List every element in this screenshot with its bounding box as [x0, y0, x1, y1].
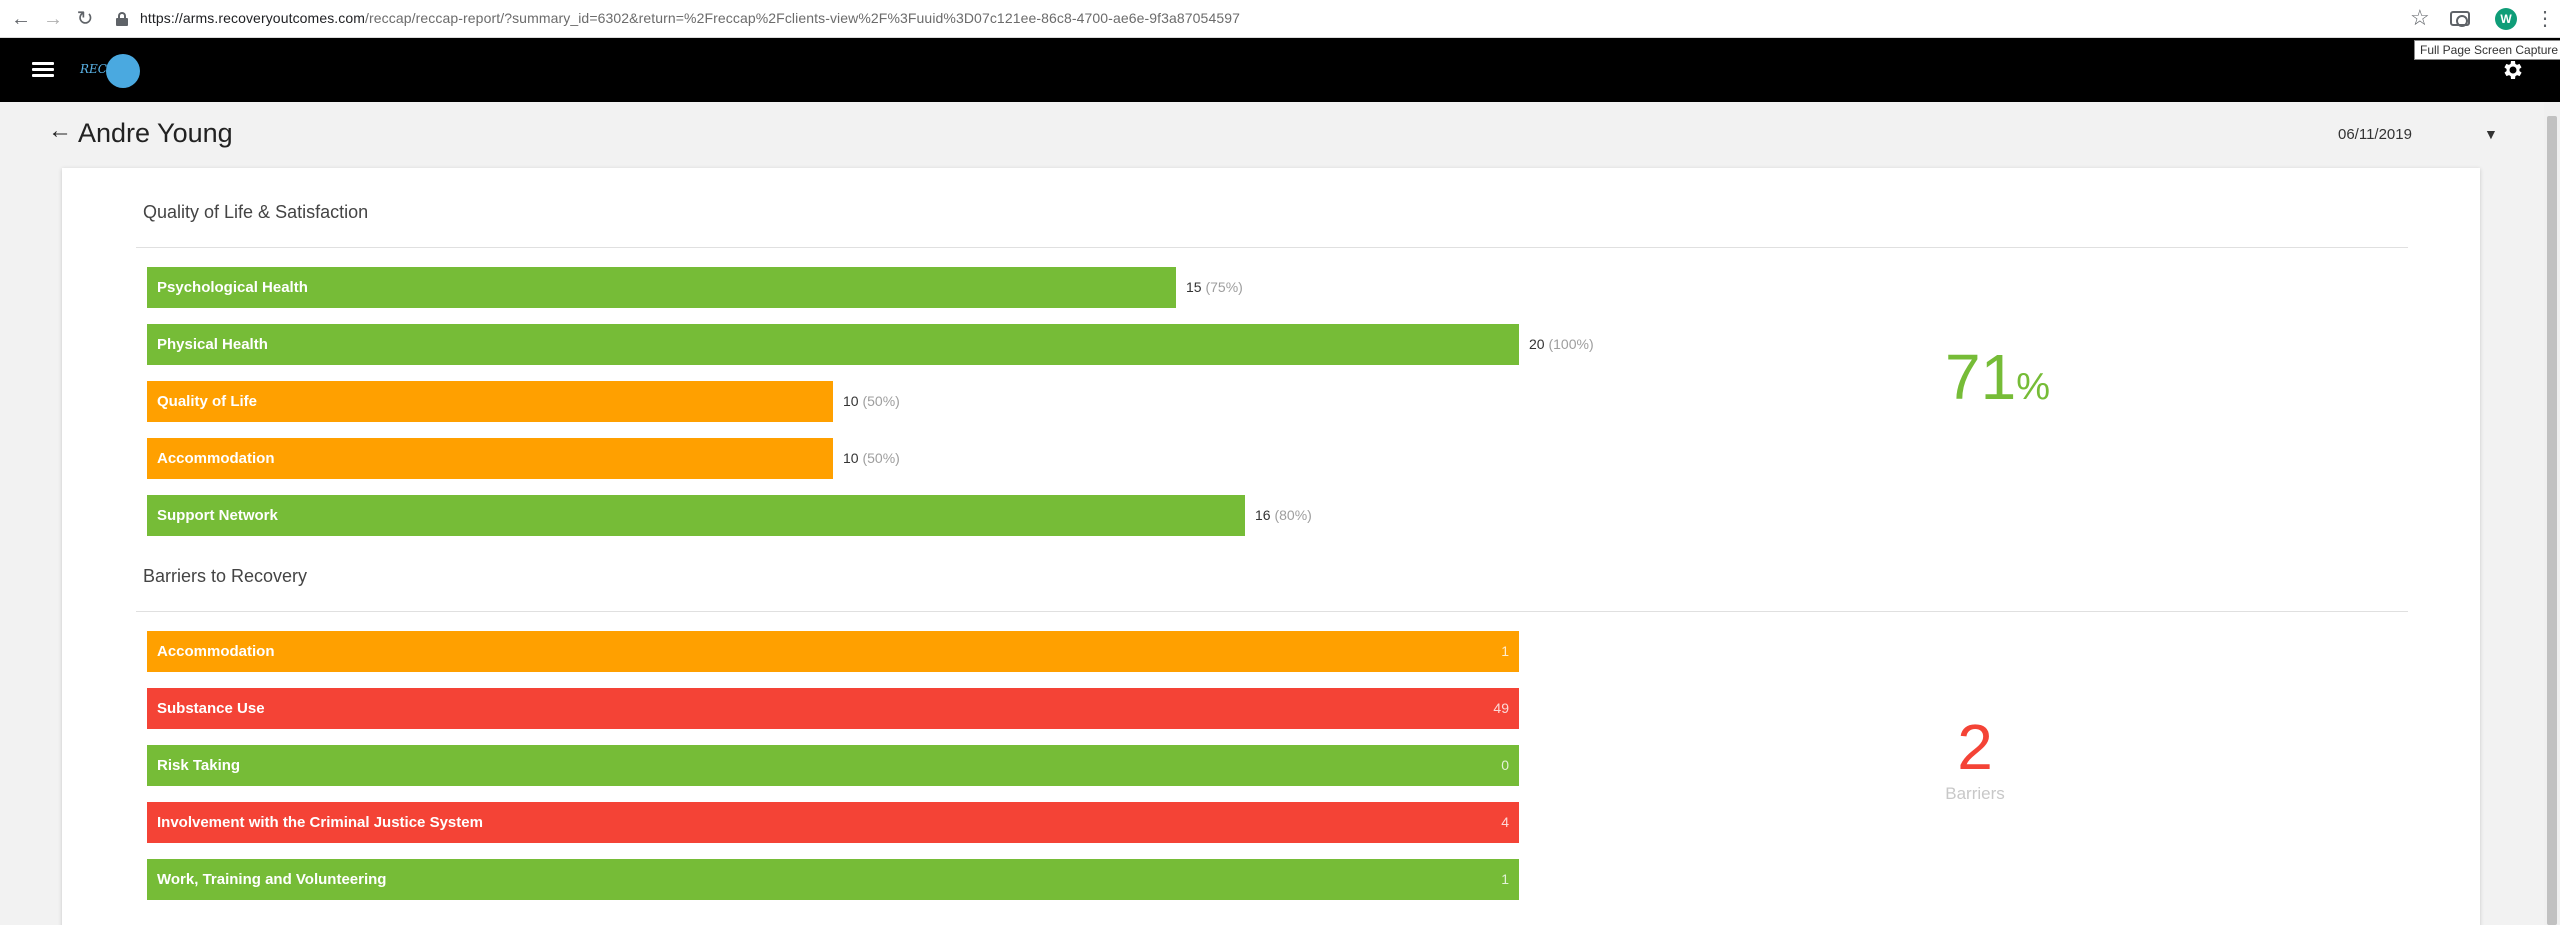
quality-percent: (50%): [862, 450, 900, 466]
tooltip: Full Page Screen Capture: [2414, 40, 2560, 60]
back-arrow-icon[interactable]: ←: [48, 117, 72, 144]
quality-percent: (75%): [1205, 279, 1243, 295]
barrier-bar: Accommodation 1: [147, 631, 1519, 672]
logo-text: REC: [80, 62, 107, 76]
barrier-bar-label: Substance Use: [157, 700, 265, 717]
quality-bar-label: Quality of Life: [157, 393, 258, 410]
browser-back-icon[interactable]: ←: [11, 8, 31, 30]
barrier-bar: Work, Training and Volunteering 1: [147, 859, 1519, 900]
quality-bar-value: 10 (50%): [843, 438, 900, 479]
url-path: /reccap/reccap-report/?summary_id=6302&r…: [365, 10, 1240, 26]
quality-bar: Psychological Health: [147, 267, 1176, 308]
browser-reload-icon[interactable]: ↻: [76, 8, 94, 30]
quality-percent: (50%): [862, 393, 900, 409]
quality-bar-value: 10 (50%): [843, 381, 900, 422]
barrier-count: 0: [1501, 757, 1509, 773]
barrier-bar: Substance Use 49: [147, 688, 1519, 729]
browser-toolbar: ← → ↻ https://arms.recoveryoutcomes.com/…: [0, 0, 2560, 38]
logo-circle: [106, 54, 140, 88]
barrier-bar-label: Involvement with the Criminal Justice Sy…: [157, 814, 483, 831]
quality-bar-label: Support Network: [157, 507, 278, 524]
bookmark-star-icon[interactable]: ☆: [2410, 5, 2430, 30]
overall-score-unit: %: [2016, 366, 2050, 408]
quality-section-title: Quality of Life & Satisfaction: [143, 202, 369, 222]
quality-score: 10: [843, 393, 859, 409]
lock-icon: [116, 12, 128, 26]
barrier-bar-label: Accommodation: [157, 643, 275, 660]
url-host: https://arms.recoveryoutcomes.com: [140, 10, 366, 26]
barrier-count: 1: [1501, 871, 1509, 887]
barrier-bar: Risk Taking 0: [147, 745, 1519, 786]
barrier-total-label: Barriers: [1945, 784, 2005, 803]
barrier-count: 1: [1501, 643, 1509, 659]
app-header: REC: [0, 38, 2560, 102]
quality-bar-label: Psychological Health: [157, 279, 308, 296]
quality-bar: Accommodation: [147, 438, 833, 479]
quality-score: 15: [1186, 279, 1202, 295]
browser-forward-icon[interactable]: →: [43, 8, 63, 30]
profile-avatar[interactable]: W: [2495, 8, 2517, 30]
overall-score: 71%: [1945, 340, 2050, 414]
barriers-divider: [136, 611, 2408, 612]
address-bar[interactable]: https://arms.recoveryoutcomes.com/reccap…: [140, 10, 1240, 26]
quality-bar: Quality of Life: [147, 381, 833, 422]
barrier-bar-label: Work, Training and Volunteering: [157, 871, 387, 888]
barrier-bar: Involvement with the Criminal Justice Sy…: [147, 802, 1519, 843]
screen-capture-icon[interactable]: [2450, 11, 2470, 27]
barriers-section-title: Barriers to Recovery: [143, 566, 308, 586]
barrier-total: 2: [1957, 711, 1993, 783]
chevron-down-icon[interactable]: ▼: [2484, 126, 2498, 142]
gear-icon[interactable]: [2500, 58, 2524, 82]
quality-score: 16: [1255, 507, 1271, 523]
quality-bar-label: Accommodation: [157, 450, 275, 467]
barrier-count: 4: [1501, 814, 1509, 830]
barrier-bar-label: Risk Taking: [157, 757, 241, 774]
page-title: Andre Young: [78, 118, 233, 148]
scrollbar-thumb[interactable]: [2547, 116, 2557, 925]
quality-bar: Support Network: [147, 495, 1245, 536]
barrier-count: 49: [1493, 700, 1509, 716]
hamburger-menu-icon[interactable]: [32, 62, 54, 78]
quality-score: 20: [1529, 336, 1545, 352]
app-logo[interactable]: REC: [78, 52, 144, 88]
overall-score-value: 71: [1945, 341, 2017, 413]
page-scrollbar[interactable]: [2544, 102, 2560, 925]
quality-percent: (100%): [1548, 336, 1594, 352]
report-date[interactable]: 06/11/2019: [2338, 126, 2412, 143]
quality-bar-value: 15 (75%): [1186, 267, 1243, 308]
browser-menu-icon[interactable]: ⋮: [2535, 8, 2555, 30]
quality-divider: [136, 247, 2408, 248]
quality-bar: Physical Health: [147, 324, 1519, 365]
quality-bar-label: Physical Health: [157, 336, 268, 353]
quality-bar-value: 20 (100%): [1529, 324, 1594, 365]
quality-score: 10: [843, 450, 859, 466]
quality-bar-value: 16 (80%): [1255, 495, 1312, 536]
quality-percent: (80%): [1274, 507, 1312, 523]
